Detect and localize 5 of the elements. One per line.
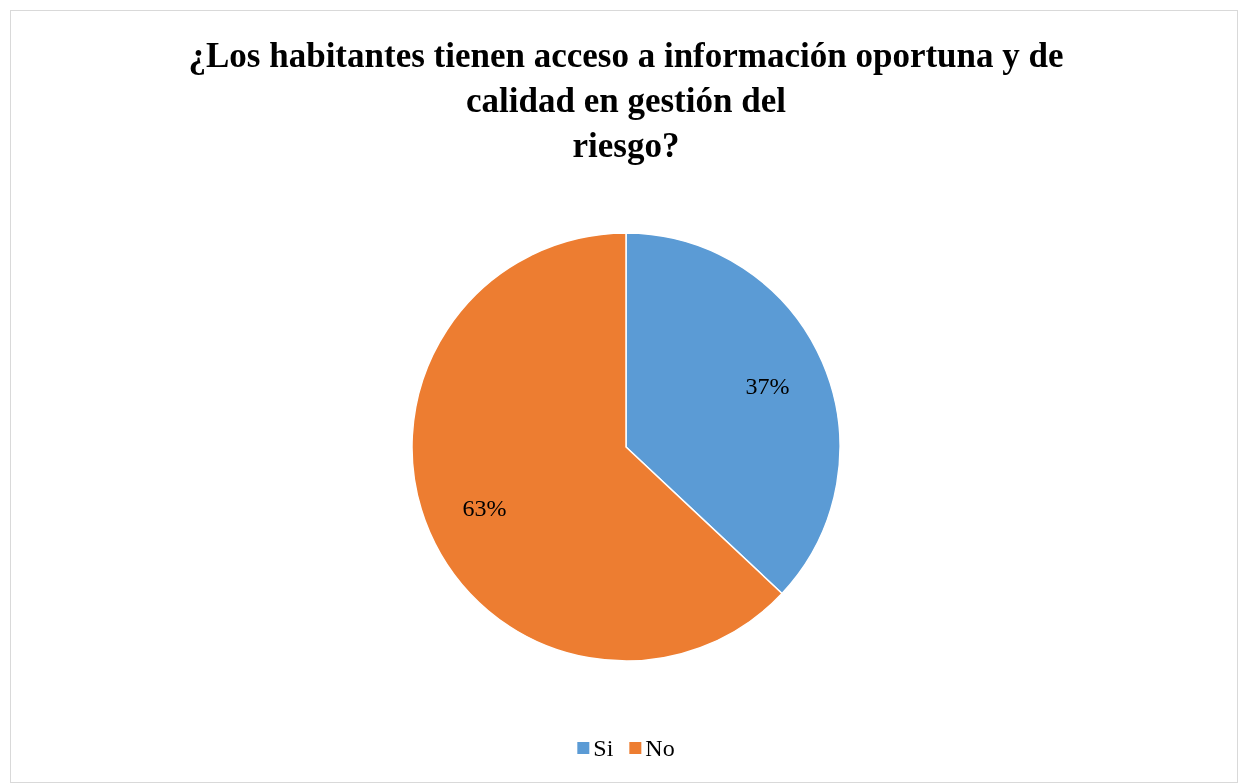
data-label: 63% [462, 495, 507, 522]
chart-title: ¿Los habitantes tienen acceso a información oportuna y de calidad en gestión del riesgo? [188, 36, 1064, 165]
legend-label: No [645, 735, 675, 761]
data-label: 37% [745, 372, 790, 399]
legend-label: Si [593, 735, 614, 761]
